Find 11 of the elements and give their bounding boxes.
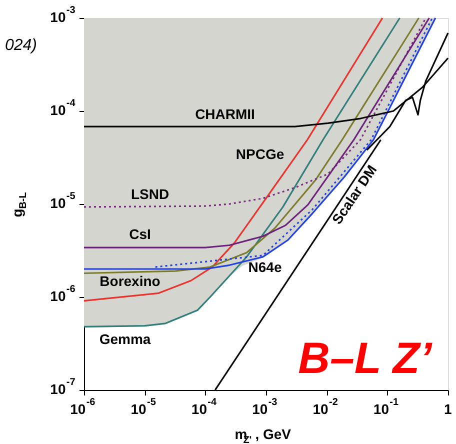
annotation: LSND bbox=[130, 186, 170, 202]
text: 024) bbox=[4, 37, 38, 54]
annotation: N64e bbox=[248, 259, 282, 275]
annotation: Borexino bbox=[100, 273, 160, 289]
annotation: Gemma bbox=[99, 331, 151, 347]
annotation: CHARMII bbox=[195, 106, 255, 122]
annotation: B–L Z’ bbox=[298, 334, 433, 383]
x-tick-label: 1 bbox=[444, 401, 452, 417]
annotation: NPCGe bbox=[236, 146, 284, 162]
annotation: CsI bbox=[129, 226, 151, 242]
y-axis-title: gB-L bbox=[9, 192, 29, 218]
